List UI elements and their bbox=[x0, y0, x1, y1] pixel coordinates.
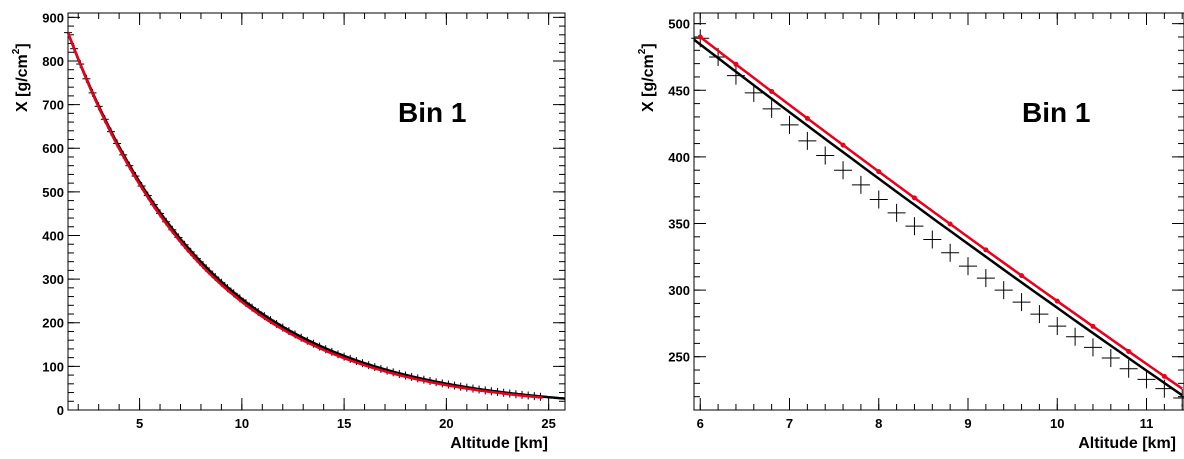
y-tick-label: 0 bbox=[57, 403, 64, 418]
left-bin-label: Bin 1 bbox=[398, 97, 466, 128]
y-tick-label: 100 bbox=[42, 359, 64, 374]
right-x-axis-title: Altitude [km] bbox=[1078, 435, 1176, 452]
x-tick-label: 15 bbox=[337, 416, 351, 431]
red-fit-marker bbox=[876, 169, 882, 175]
y-tick-label: 250 bbox=[668, 350, 690, 365]
red-fit-marker bbox=[983, 247, 989, 253]
red-fit-marker bbox=[1054, 298, 1060, 304]
x-tick-label: 11 bbox=[1140, 416, 1154, 431]
red-fit-marker bbox=[697, 34, 703, 40]
left-ylabel-main: X [g/cm bbox=[14, 54, 31, 112]
red-fit-marker bbox=[769, 88, 775, 94]
x-tick-label: 25 bbox=[541, 416, 555, 431]
x-tick-label: 10 bbox=[235, 416, 249, 431]
left-y-tick-labels: 0 100 200 300 400 500 600 700 800 900 bbox=[42, 10, 64, 418]
y-tick-label: 900 bbox=[42, 10, 64, 25]
x-tick-label: 20 bbox=[439, 416, 453, 431]
left-ticks bbox=[68, 13, 565, 411]
right-panel: 250 300 350 400 450 500 6 7 8 9 10 11 Bin 1 Altitu… bbox=[637, 12, 1184, 452]
red-fit-marker bbox=[947, 221, 953, 227]
y-tick-label: 450 bbox=[668, 83, 690, 98]
left-ylabel-end: ] bbox=[14, 43, 31, 48]
red-fit-marker bbox=[840, 142, 846, 148]
red-fit-marker bbox=[911, 195, 917, 201]
y-tick-label: 700 bbox=[42, 98, 64, 113]
right-plot-frame bbox=[693, 12, 1184, 411]
red-fit-marker bbox=[1090, 323, 1096, 329]
right-bin-label: Bin 1 bbox=[1022, 97, 1090, 128]
x-tick-label: 5 bbox=[136, 416, 143, 431]
y-tick-label: 200 bbox=[42, 316, 64, 331]
left-y-axis-title: X [g/cm2] bbox=[11, 43, 31, 112]
left-series bbox=[64, 28, 566, 401]
y-tick-label: 400 bbox=[668, 150, 690, 165]
left-panel: 0 100 200 300 400 500 600 700 800 900 5 10 15 20 25 B… bbox=[11, 10, 566, 452]
left-ylabel-sup: 2 bbox=[11, 48, 22, 54]
y-tick-label: 800 bbox=[42, 54, 64, 69]
y-tick-label: 500 bbox=[668, 17, 690, 32]
y-tick-label: 400 bbox=[42, 228, 64, 243]
black-fit-curve bbox=[693, 38, 1183, 397]
red-fit-curve bbox=[699, 36, 1183, 390]
svg-text:X [g/cm2]: X [g/cm2] bbox=[11, 43, 31, 112]
red-fit-marker bbox=[733, 61, 739, 67]
x-tick-label: 8 bbox=[875, 416, 882, 431]
right-x-tick-labels: 6 7 8 9 10 11 bbox=[697, 416, 1154, 431]
right-ylabel-main: X [g/cm bbox=[640, 54, 657, 112]
y-tick-label: 600 bbox=[42, 141, 64, 156]
left-plot-frame bbox=[67, 12, 566, 411]
left-x-axis-title: Altitude [km] bbox=[450, 435, 548, 452]
y-tick-label: 500 bbox=[42, 185, 64, 200]
right-ylabel-sup: 2 bbox=[637, 48, 648, 54]
x-tick-label: 10 bbox=[1050, 416, 1064, 431]
left-x-tick-labels: 5 10 15 20 25 bbox=[136, 416, 556, 431]
red-fit-marker bbox=[1019, 273, 1025, 279]
x-tick-label: 9 bbox=[964, 416, 971, 431]
y-tick-label: 350 bbox=[668, 216, 690, 231]
x-tick-label: 7 bbox=[786, 416, 793, 431]
y-tick-label: 300 bbox=[668, 283, 690, 298]
red-fit-marker bbox=[804, 115, 810, 121]
right-y-tick-labels: 250 300 350 400 450 500 bbox=[668, 17, 690, 365]
right-series bbox=[691, 29, 1184, 408]
right-ylabel-end: ] bbox=[640, 43, 657, 48]
red-fit-marker bbox=[1161, 373, 1167, 379]
svg-text:X [g/cm2]: X [g/cm2] bbox=[637, 43, 657, 112]
red-fit-marker bbox=[1126, 348, 1132, 354]
y-tick-label: 300 bbox=[42, 272, 64, 287]
right-y-axis-title: X [g/cm2] bbox=[637, 43, 657, 112]
x-tick-label: 6 bbox=[697, 416, 704, 431]
red-fit-curve bbox=[66, 32, 543, 399]
black-fit-curve bbox=[66, 32, 566, 400]
